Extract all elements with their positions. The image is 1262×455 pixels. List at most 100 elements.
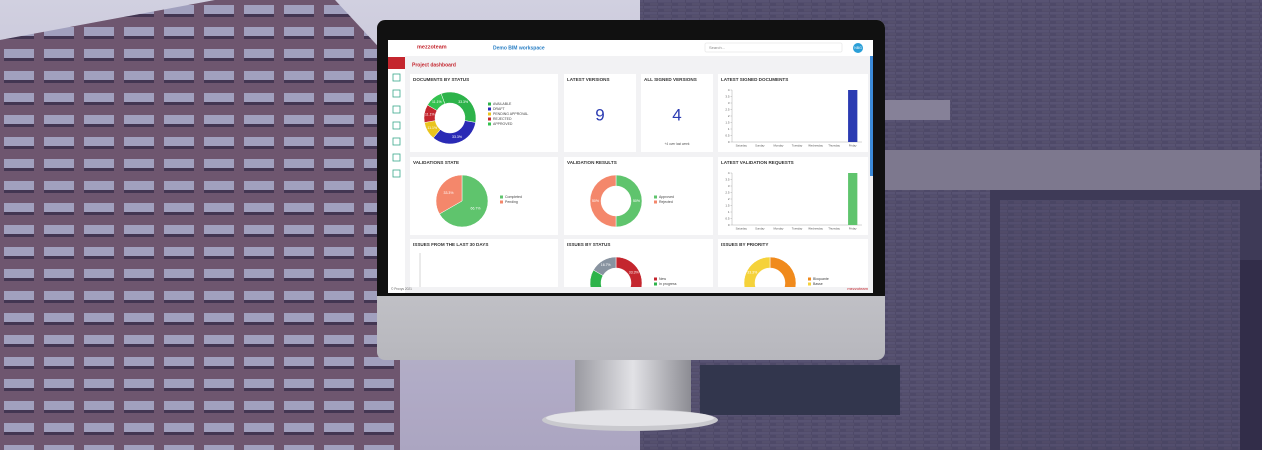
- value-label: 11.1%: [425, 112, 435, 116]
- x-tick-label: Monday: [773, 144, 784, 148]
- x-tick-label: Tuesday: [792, 227, 803, 231]
- x-tick-label: Thursday: [828, 144, 840, 148]
- x-tick-label: Friday: [849, 144, 857, 148]
- pie-segment: [435, 174, 463, 215]
- card-title: ALL SIGNED VERSIONS: [644, 77, 697, 82]
- y-tick-label: 1: [728, 127, 730, 131]
- value-label: 11.1%: [427, 126, 437, 130]
- y-tick-label: 3: [728, 184, 730, 188]
- value-label: 33.3%: [458, 100, 468, 104]
- y-tick-label: 4: [728, 171, 730, 175]
- value-label: 33.3%: [629, 271, 639, 275]
- card-background: [410, 239, 558, 287]
- card: ISSUES FROM THE LAST 30 DAYS: [410, 239, 558, 287]
- y-tick-label: 3.5: [725, 94, 730, 98]
- pie-segment: [427, 93, 446, 111]
- legend-swatch: [500, 195, 503, 199]
- card-title: ISSUES BY PRIORITY: [721, 242, 768, 247]
- value-label: 33.3%: [747, 271, 757, 275]
- avatar[interactable]: NBG: [854, 46, 862, 50]
- dashboard: mezzoteam Demo BIM workspace Search... N…: [388, 40, 873, 293]
- legend-swatch: [654, 277, 657, 281]
- legend-label: Basse: [813, 282, 823, 286]
- card: LATEST VERSIONS 9: [564, 74, 636, 152]
- y-tick-label: 1.5: [725, 120, 730, 124]
- value-label: 50%: [592, 199, 599, 203]
- page-title: Project dashboard: [412, 62, 456, 68]
- workspace: Demo BIM workspace: [493, 45, 545, 51]
- legend-swatch: [488, 122, 491, 126]
- y-tick-label: 2: [728, 114, 730, 118]
- legend-label: Resolved: [659, 287, 674, 291]
- value-label: 50%: [633, 199, 640, 203]
- y-tick-label: 0.5: [725, 216, 730, 220]
- card: DOCUMENTS BY STATUS 33.3% 33.3% 11.1% 11.1% 1…: [410, 74, 558, 152]
- x-tick-label: Wednesday: [808, 227, 823, 231]
- legend-swatch: [808, 277, 811, 281]
- y-tick-label: 1: [728, 210, 730, 214]
- card-background: [718, 74, 868, 152]
- legend-swatch: [488, 102, 491, 106]
- card-title: DOCUMENTS BY STATUS: [413, 77, 469, 82]
- bar: [848, 173, 858, 225]
- value-label: 66.7%: [471, 207, 481, 211]
- bar: [848, 90, 858, 142]
- card: LATEST VALIDATION REQUESTS 0 0.5 1 1.5 2 2.5 3 3…: [718, 157, 868, 235]
- value-label: 33.3%: [452, 135, 462, 139]
- legend-label: Approved: [659, 195, 674, 199]
- x-tick-label: Sunday: [755, 227, 765, 231]
- legend-label: In progress: [659, 282, 677, 286]
- pie-segment: [615, 174, 643, 228]
- pie-segment: [769, 256, 797, 287]
- y-tick-label: 3: [728, 101, 730, 105]
- card: LATEST SIGNED DOCUMENTS 0 0.5 1 1.5 2 2.5 3 3.5 4…: [718, 74, 868, 152]
- pie-segment: [589, 269, 604, 287]
- y-tick-label: 2.5: [725, 190, 730, 194]
- card: VALIDATIONS STATE 66.7% 33.3% CompletedPend…: [410, 157, 558, 235]
- kpi-value: 4: [672, 105, 681, 124]
- y-tick-label: 2.5: [725, 107, 730, 111]
- kpi-value: 9: [595, 105, 604, 124]
- legend-swatch: [654, 195, 657, 199]
- y-tick-label: 2: [728, 197, 730, 201]
- legend-label: Bloquante: [813, 277, 829, 281]
- card: ALL SIGNED VERSIONS 4 +4 over last week: [641, 74, 713, 152]
- legend-swatch: [808, 282, 811, 286]
- search-input[interactable]: Search...: [709, 45, 725, 50]
- value-label: 16.7%: [601, 263, 611, 267]
- x-tick-label: Tuesday: [792, 144, 803, 148]
- logo: mezzoteam: [417, 44, 447, 50]
- legend-label: Rejected: [659, 200, 673, 204]
- card-title: VALIDATION RESULTS: [567, 160, 617, 165]
- value-label: 33.3%: [444, 191, 454, 195]
- y-tick-label: 1.5: [725, 203, 730, 207]
- card-background: [564, 74, 636, 152]
- card: ISSUES BY PRIORITY66.7%33.3%BloquanteBas…: [718, 239, 868, 287]
- legend-swatch: [654, 200, 657, 204]
- card-title: VALIDATIONS STATE: [413, 160, 459, 165]
- pie-segment: [593, 256, 617, 276]
- legend-label: PENDING APPROVAL: [493, 112, 528, 116]
- legend-label: New: [659, 277, 666, 281]
- x-tick-label: Monday: [773, 227, 784, 231]
- card-title: LATEST SIGNED DOCUMENTS: [721, 77, 788, 82]
- legend-label: APPROVED: [493, 122, 513, 126]
- y-tick-label: 3.5: [725, 177, 730, 181]
- legend-swatch: [654, 282, 657, 286]
- legend-label: REJECTED: [493, 117, 512, 121]
- y-tick-label: 0.5: [725, 133, 730, 137]
- card-background: [718, 157, 868, 235]
- x-tick-label: Saturday: [736, 227, 748, 231]
- footer-brand: mezzoteam: [847, 286, 868, 291]
- y-tick-label: 0: [728, 140, 730, 144]
- card-title: ISSUES FROM THE LAST 30 DAYS: [413, 242, 488, 247]
- y-tick-label: 4: [728, 88, 730, 92]
- pie-segment: [589, 174, 617, 228]
- legend-swatch: [488, 107, 491, 111]
- legend-swatch: [500, 200, 503, 204]
- copyright: © Proxys 2021: [391, 287, 412, 291]
- legend-label: Pending: [505, 200, 518, 204]
- value-label: 11.1%: [432, 100, 442, 104]
- pie-segment: [615, 256, 643, 287]
